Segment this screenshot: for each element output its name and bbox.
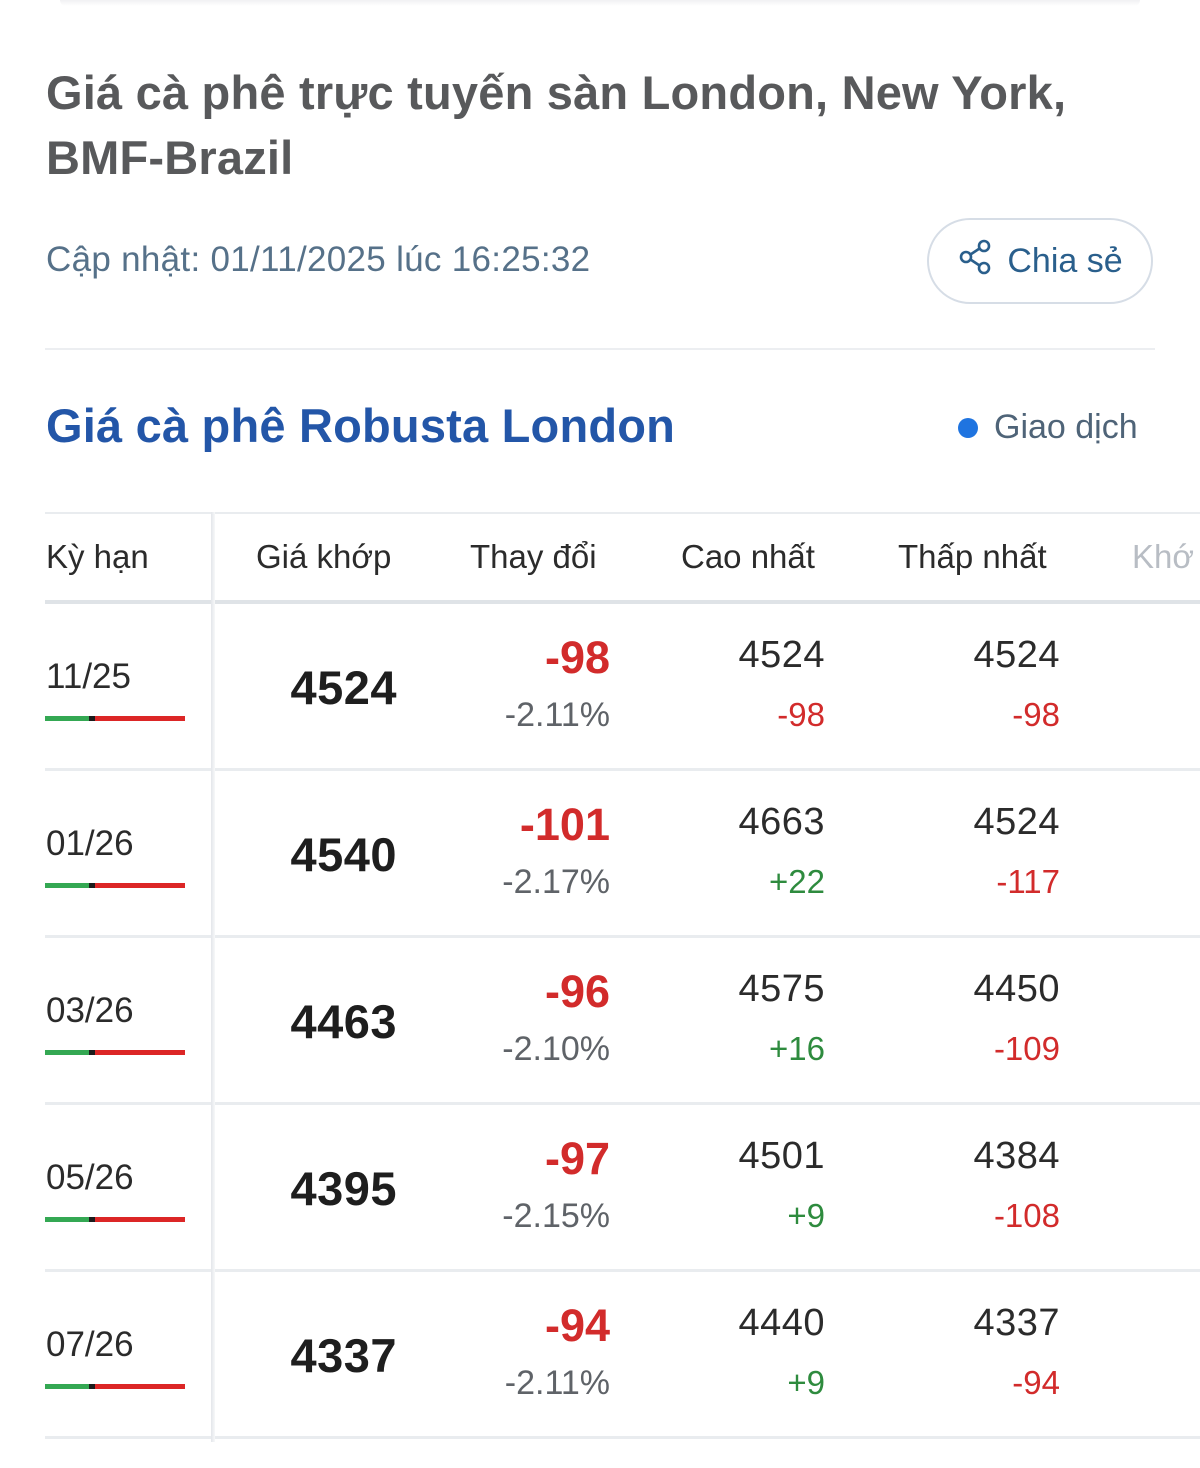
range-bar bbox=[45, 1050, 185, 1055]
divider bbox=[45, 348, 1155, 350]
low-value: 4384 bbox=[973, 1135, 1060, 1177]
range-bar bbox=[45, 716, 185, 721]
low-change: -109 bbox=[993, 1030, 1060, 1067]
updated-timestamp: Cập nhật: 01/11/2025 lúc 16:25:32 bbox=[46, 240, 591, 279]
change-percent: -2.15% bbox=[502, 1197, 610, 1235]
column-header-high[interactable]: Cao nhất bbox=[681, 538, 815, 575]
low-value: 4524 bbox=[973, 634, 1060, 676]
low-value: 4524 bbox=[973, 801, 1060, 843]
column-header-price[interactable]: Giá khớp bbox=[256, 538, 392, 575]
high-value: 4440 bbox=[738, 1302, 825, 1344]
table-row[interactable]: 05/26 4395 -97 -2.15% 4501 +9 4384 -108 bbox=[45, 1105, 1200, 1272]
change-value: -101 bbox=[519, 799, 610, 850]
row-divider bbox=[45, 1269, 1200, 1272]
range-bar bbox=[45, 883, 185, 888]
change-value: -94 bbox=[544, 1300, 610, 1351]
high-value: 4663 bbox=[738, 801, 825, 843]
low-change: -108 bbox=[993, 1197, 1060, 1234]
term-label: 07/26 bbox=[46, 1325, 134, 1364]
header-top-rule bbox=[45, 512, 1200, 514]
range-bar bbox=[45, 1384, 185, 1389]
share-label: Chia sẻ bbox=[1007, 241, 1123, 280]
top-fade bbox=[60, 0, 1140, 6]
low-change: -98 bbox=[1012, 696, 1060, 733]
sticky-column-shadow bbox=[211, 512, 215, 1442]
match-price: 4463 bbox=[290, 995, 397, 1048]
column-header-change[interactable]: Thay đổi bbox=[470, 538, 597, 575]
price-table: Kỳ hạn Giá khớp Thay đổi Cao nhất Thấp n… bbox=[45, 512, 1200, 1442]
term-label: 03/26 bbox=[46, 991, 134, 1030]
column-header-low[interactable]: Thấp nhất bbox=[898, 538, 1047, 575]
table-row[interactable]: 07/26 4337 -94 -2.11% 4440 +9 4337 -94 bbox=[45, 1272, 1200, 1439]
change-value: -97 bbox=[544, 1133, 610, 1184]
status-label: Giao dịch bbox=[994, 408, 1138, 446]
low-value: 4337 bbox=[973, 1302, 1060, 1344]
share-button[interactable]: Chia sẻ bbox=[927, 218, 1153, 304]
table-row[interactable]: 03/26 4463 -96 -2.10% 4575 +16 4450 -109 bbox=[45, 938, 1200, 1105]
row-divider bbox=[45, 768, 1200, 771]
column-header-term[interactable]: Kỳ hạn bbox=[46, 538, 149, 575]
change-percent: -2.10% bbox=[502, 1030, 610, 1068]
high-value: 4575 bbox=[738, 968, 825, 1010]
low-value: 4450 bbox=[973, 968, 1060, 1010]
match-price: 4395 bbox=[290, 1162, 397, 1215]
table-row[interactable]: 01/26 4540 -101 -2.17% 4663 +22 4524 -117 bbox=[45, 771, 1200, 938]
trading-status: Giao dịch bbox=[958, 408, 1138, 447]
change-value: -96 bbox=[544, 966, 610, 1017]
term-label: 05/26 bbox=[46, 1158, 134, 1197]
table-row[interactable]: 11/25 4524 -98 -2.11% 4524 -98 4524 -98 bbox=[45, 604, 1200, 771]
high-change: -98 bbox=[777, 696, 825, 733]
high-change: +9 bbox=[787, 1197, 825, 1234]
row-divider bbox=[45, 1102, 1200, 1105]
change-value: -98 bbox=[544, 632, 610, 683]
change-percent: -2.11% bbox=[504, 1364, 610, 1402]
term-label: 11/25 bbox=[46, 657, 131, 696]
column-header-volume[interactable]: Khớ bbox=[1132, 538, 1195, 575]
term-label: 01/26 bbox=[46, 824, 134, 863]
high-value: 4501 bbox=[738, 1135, 825, 1177]
low-change: -94 bbox=[1012, 1364, 1060, 1401]
high-change: +9 bbox=[787, 1364, 825, 1401]
row-divider bbox=[45, 935, 1200, 938]
high-change: +22 bbox=[769, 863, 825, 900]
share-icon bbox=[957, 238, 995, 285]
match-price: 4540 bbox=[290, 828, 397, 881]
section-title: Giá cà phê Robusta London bbox=[46, 399, 676, 452]
low-change: -117 bbox=[996, 863, 1060, 900]
header-rule bbox=[45, 600, 1200, 604]
range-bar bbox=[45, 1217, 185, 1222]
change-percent: -2.17% bbox=[502, 863, 610, 901]
row-divider bbox=[45, 1436, 1200, 1439]
change-percent: -2.11% bbox=[504, 696, 610, 734]
page-title: Giá cà phê trực tuyến sàn London, New Yo… bbox=[46, 66, 1067, 184]
match-price: 4524 bbox=[290, 661, 397, 714]
high-change: +16 bbox=[769, 1030, 825, 1067]
high-value: 4524 bbox=[738, 634, 825, 676]
match-price: 4337 bbox=[290, 1329, 397, 1382]
status-dot-icon bbox=[958, 417, 978, 438]
